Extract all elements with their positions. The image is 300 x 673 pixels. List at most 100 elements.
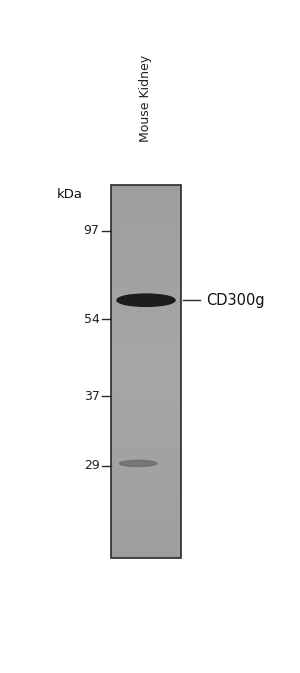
Bar [111, 222, 181, 223]
Bar [111, 291, 181, 292]
Bar [111, 370, 181, 371]
Bar [111, 231, 181, 232]
Bar [111, 194, 181, 196]
Bar [111, 437, 181, 439]
Bar [111, 490, 181, 491]
Bar [111, 232, 181, 234]
Bar [111, 268, 181, 269]
Bar [111, 513, 181, 515]
Bar [111, 461, 181, 462]
Bar [111, 454, 181, 455]
Bar [111, 383, 181, 384]
Bar [111, 330, 181, 332]
Bar [111, 419, 181, 420]
Bar [111, 371, 181, 373]
Bar [111, 405, 181, 406]
Bar [111, 547, 181, 548]
Bar [111, 202, 181, 203]
Bar [111, 472, 181, 474]
Bar [111, 191, 181, 192]
Bar [111, 540, 181, 542]
Bar [111, 344, 181, 345]
Bar [111, 518, 181, 520]
Bar [111, 549, 181, 551]
Bar [111, 416, 181, 417]
Bar [111, 266, 181, 267]
Bar [111, 269, 181, 271]
Bar [111, 281, 181, 282]
Bar [111, 310, 181, 312]
Bar [111, 538, 181, 540]
Bar [111, 353, 181, 354]
Bar [111, 363, 181, 364]
Bar [111, 287, 181, 288]
Bar [111, 375, 181, 376]
Bar [111, 440, 181, 441]
Bar [111, 536, 181, 537]
Ellipse shape [117, 294, 175, 306]
Bar [111, 417, 181, 419]
Bar [111, 221, 181, 222]
Bar [111, 308, 181, 309]
Bar [111, 348, 181, 349]
Bar [111, 409, 181, 410]
Bar [111, 485, 181, 486]
Bar [111, 273, 181, 275]
Bar [111, 285, 181, 287]
Bar [111, 260, 181, 262]
Bar [111, 246, 181, 247]
Bar [111, 450, 181, 451]
Bar [111, 556, 181, 557]
Bar [111, 234, 181, 236]
Bar [111, 394, 181, 395]
Bar [111, 207, 181, 209]
Bar [111, 451, 181, 452]
Bar [111, 243, 181, 244]
Bar [111, 193, 181, 194]
Bar [111, 532, 181, 533]
Bar [111, 384, 181, 385]
Bar [111, 424, 181, 425]
Bar [111, 215, 181, 216]
Bar [111, 289, 181, 291]
Bar [111, 267, 181, 268]
Bar [111, 552, 181, 553]
Bar [111, 203, 181, 205]
Bar [111, 212, 181, 213]
Bar [111, 517, 181, 518]
Bar [111, 200, 181, 201]
Bar [111, 186, 181, 187]
Bar [111, 190, 181, 191]
Bar [111, 227, 181, 228]
Bar [111, 326, 181, 328]
Bar [111, 427, 181, 429]
Bar [111, 258, 181, 259]
Bar [111, 347, 181, 348]
Bar [111, 373, 181, 374]
Bar [111, 487, 181, 489]
Bar [111, 458, 181, 460]
Bar [111, 271, 181, 272]
Bar [111, 357, 181, 358]
Bar [111, 252, 181, 253]
Bar [111, 329, 181, 330]
Bar [111, 288, 181, 289]
Bar [111, 474, 181, 476]
Bar [111, 333, 181, 334]
Bar [111, 553, 181, 555]
Bar [111, 338, 181, 339]
Bar [111, 442, 181, 444]
Bar [111, 528, 181, 530]
Bar [111, 522, 181, 524]
Bar [111, 367, 181, 369]
Bar [111, 398, 181, 399]
Bar [111, 335, 181, 336]
Bar [111, 313, 181, 314]
Bar [111, 533, 181, 534]
Bar [111, 354, 181, 355]
Bar [111, 516, 181, 517]
Bar [111, 216, 181, 217]
Bar [111, 444, 181, 445]
Bar [111, 509, 181, 511]
Bar [111, 526, 181, 527]
